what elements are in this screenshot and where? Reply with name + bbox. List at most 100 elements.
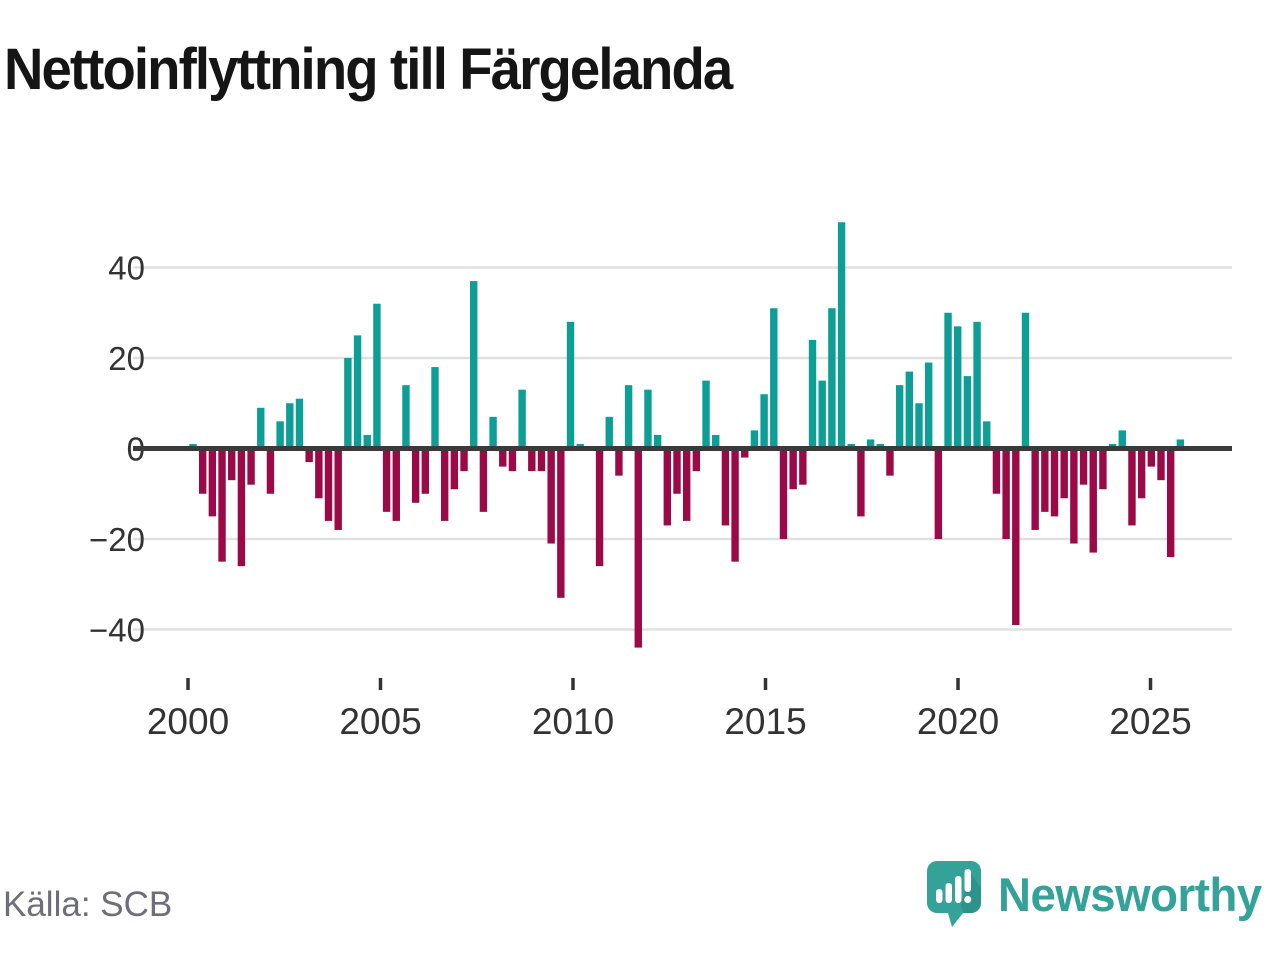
bar-negative [634, 448, 642, 648]
bar-positive [702, 380, 710, 449]
bar-negative [789, 448, 797, 490]
bar-positive [1176, 439, 1185, 449]
bar-negative [1166, 448, 1175, 558]
bar-negative [1070, 448, 1078, 544]
bar-negative [421, 448, 430, 494]
y-axis-tick-label: 20 [108, 340, 145, 377]
x-axis-tick-label: 2000 [147, 701, 229, 742]
bar-negative [1099, 448, 1107, 490]
bar-positive [1118, 430, 1126, 449]
exclamation-dot-icon [964, 895, 972, 904]
bar-positive [973, 321, 981, 449]
bar-negative [237, 448, 246, 567]
newsworthy-logo: Newsworthy [926, 860, 1270, 928]
bar-negative [1050, 448, 1059, 517]
bar-negative [499, 448, 507, 467]
bar-positive [470, 281, 478, 449]
bar-positive [750, 430, 759, 449]
bar-positive [353, 335, 362, 449]
exclamation-stroke-icon [964, 869, 972, 892]
bar-positive [818, 380, 826, 449]
bar-negative [479, 448, 488, 512]
bar-negative [1079, 448, 1088, 485]
x-axis-tick-label: 2010 [532, 701, 614, 742]
bar-positive [605, 416, 613, 449]
bar-negative [1157, 448, 1165, 481]
bar-negative [692, 448, 701, 472]
bar-positive [402, 385, 410, 449]
bar-negative [440, 448, 449, 521]
bar-negative [528, 448, 536, 472]
bar-positive [905, 371, 914, 449]
bar-negative [731, 448, 739, 562]
bubble-shadow [961, 872, 982, 913]
bar-negative [1012, 448, 1020, 625]
bar-positive [915, 403, 923, 449]
bar-positive [924, 362, 933, 449]
y-axis-tick-label: −40 [89, 612, 145, 649]
bar-negative [537, 448, 546, 472]
bar-positive [624, 385, 633, 449]
x-axis-tick-label: 2005 [339, 701, 421, 742]
bar-negative [1002, 448, 1010, 539]
bar-positive [866, 439, 875, 449]
bar-negative [198, 448, 207, 494]
bar-positive [963, 376, 972, 449]
bar-negative [595, 448, 604, 567]
bar-negative [305, 448, 313, 463]
bar-positive [344, 358, 352, 449]
bar-negative [799, 448, 807, 485]
bar-negative [508, 448, 517, 472]
bar-tall-icon [955, 876, 962, 903]
bar-negative [779, 448, 788, 539]
bar-negative [741, 448, 749, 458]
bar-medium-icon [945, 883, 953, 903]
bar-positive [944, 312, 952, 449]
bar-negative [547, 448, 555, 544]
bar-negative [615, 448, 623, 476]
bar-negative [1060, 448, 1068, 499]
bar-negative [247, 448, 255, 485]
bar-positive [895, 385, 904, 449]
bar-positive [954, 326, 962, 449]
bar-negative [392, 448, 400, 521]
bar-positive [286, 403, 294, 449]
bar-negative [334, 448, 342, 530]
bar-negative [721, 448, 730, 526]
bar-positive [373, 303, 381, 449]
bar-negative [682, 448, 691, 521]
bar-positive [489, 416, 497, 449]
bar-positive [566, 321, 575, 449]
y-axis-tick-label: −20 [89, 521, 145, 558]
bar-negative [1147, 448, 1156, 467]
bar-negative [450, 448, 459, 490]
bar-positive [653, 434, 662, 449]
bar-negative [934, 448, 943, 539]
source-note: Källa: SCB [3, 885, 173, 924]
bar-negative [218, 448, 226, 562]
bar-negative [411, 448, 420, 503]
bar-positive [295, 398, 304, 449]
x-axis-tick-label: 2020 [917, 701, 999, 742]
bar-positive [983, 421, 991, 449]
y-axis-tick-label: 40 [108, 250, 145, 287]
bar-positive [363, 434, 371, 449]
bar-negative [315, 448, 323, 499]
bar-positive [644, 389, 652, 449]
bar-negative [1128, 448, 1136, 526]
bar-negative [382, 448, 391, 512]
bar-positive [837, 222, 846, 449]
bar-negative [1137, 448, 1146, 499]
bar-negative [1089, 448, 1097, 553]
bar-negative [857, 448, 865, 517]
newsworthy-bubble-icon [927, 861, 982, 927]
x-axis-tick-label: 2025 [1109, 701, 1191, 742]
bar-negative [992, 448, 1001, 494]
bar-negative [663, 448, 672, 526]
bar-negative [673, 448, 681, 494]
bar-positive [770, 308, 778, 449]
bar-negative [1041, 448, 1049, 512]
bar-negative [557, 448, 565, 598]
